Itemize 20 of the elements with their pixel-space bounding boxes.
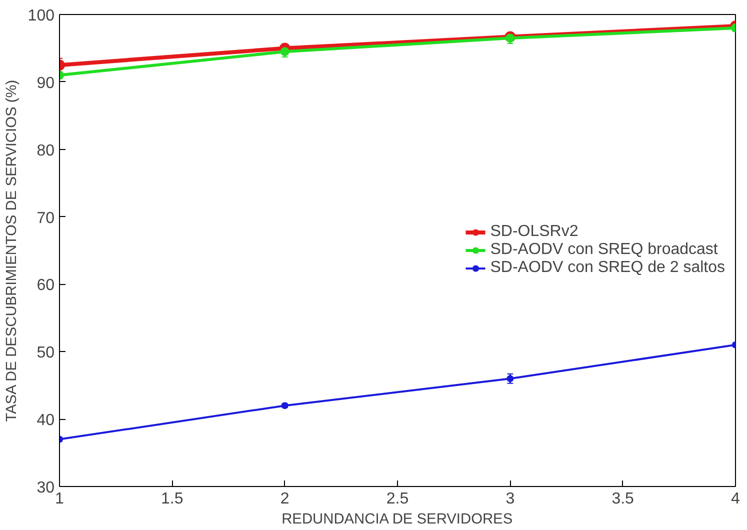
x-tick-label: 4 xyxy=(731,490,740,508)
x-axis-title: REDUNDANCIA DE SERVIDORES xyxy=(282,512,513,528)
y-tick-label: 50 xyxy=(36,344,55,362)
x-tick-label: 1.5 xyxy=(161,490,184,508)
y-tick-label: 40 xyxy=(36,412,55,430)
y-tick-label: 70 xyxy=(36,210,55,227)
x-tick-label: 2 xyxy=(280,490,290,508)
y-tick-label: 100 xyxy=(28,8,55,24)
y-tick-label: 30 xyxy=(36,480,55,496)
legend-label: SD-OLSRv2 xyxy=(490,223,578,241)
y-tick-label: 80 xyxy=(36,142,55,160)
y-tick-label: 90 xyxy=(36,74,55,92)
x-tick-label: 3 xyxy=(506,490,515,508)
legend-label: SD-AODV con SREQ de 2 saltos xyxy=(490,259,725,277)
y-tick-label: 60 xyxy=(36,277,55,294)
legend-label: SD-AODV con SREQ broadcast xyxy=(490,241,718,259)
x-tick-label: 3.5 xyxy=(612,490,634,508)
x-tick-label: 2.5 xyxy=(386,490,409,508)
x-tick-label: 1 xyxy=(55,490,64,508)
y-axis-title: TASA DE DESCUBRIMIENTOS DE SERVICIOS (%) xyxy=(4,80,20,422)
